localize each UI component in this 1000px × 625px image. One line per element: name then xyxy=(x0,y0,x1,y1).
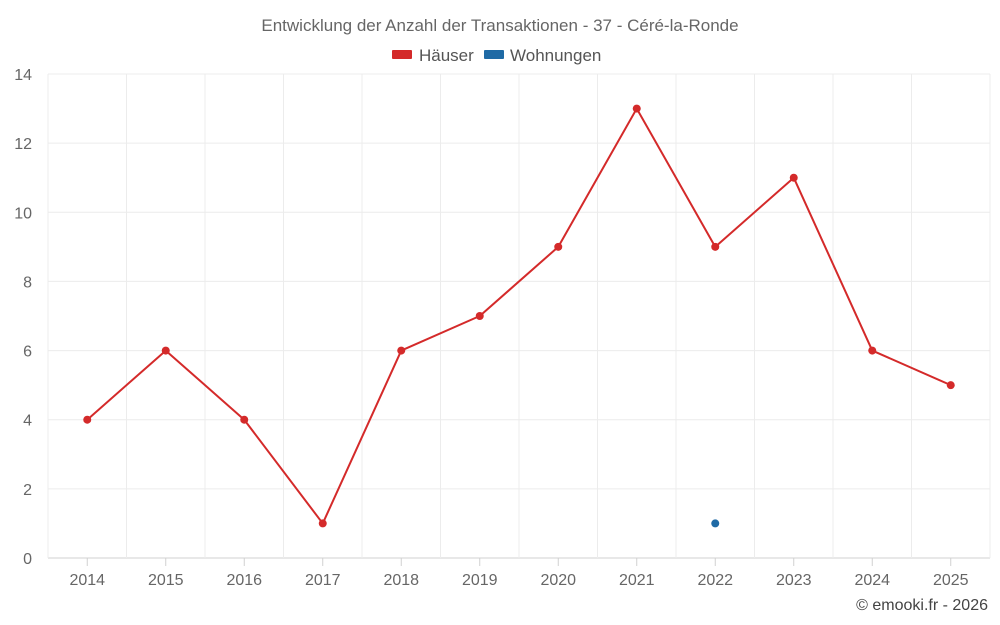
y-tick-label: 14 xyxy=(14,67,32,84)
legend-item-haeuser[interactable]: Häuser xyxy=(392,46,474,65)
x-axis: 2014 2015 2016 2017 2018 2019 2020 2021 2022 2023… xyxy=(69,558,969,589)
series-line xyxy=(86,107,952,525)
x-tick-label: 2018 xyxy=(383,572,419,589)
legend-swatch-wohnungen xyxy=(484,50,504,59)
y-axis: 0 2 4 6 8 10 12 14 xyxy=(14,67,32,568)
legend: Häuser Wohnungen xyxy=(392,46,601,65)
data-point[interactable] xyxy=(554,242,563,251)
series-wohnungen xyxy=(711,519,720,528)
data-point[interactable] xyxy=(161,346,170,355)
x-tick-label: 2023 xyxy=(776,572,812,589)
data-point[interactable] xyxy=(397,346,406,355)
y-tick-label: 8 xyxy=(23,274,32,291)
grid xyxy=(47,73,991,559)
data-point[interactable] xyxy=(789,173,798,182)
data-point[interactable] xyxy=(711,519,720,528)
x-tick-label: 2016 xyxy=(226,572,262,589)
data-point[interactable] xyxy=(240,415,249,424)
y-tick-label: 6 xyxy=(23,344,32,361)
x-tick-label: 2021 xyxy=(619,572,655,589)
data-point[interactable] xyxy=(632,104,641,113)
series-haeuser xyxy=(83,104,955,528)
legend-label-wohnungen: Wohnungen xyxy=(510,46,601,65)
x-tick-label: 2025 xyxy=(933,572,969,589)
legend-item-wohnungen[interactable]: Wohnungen xyxy=(484,46,601,65)
x-tick-label: 2017 xyxy=(305,572,341,589)
data-point[interactable] xyxy=(711,242,720,251)
y-tick-label: 12 xyxy=(14,136,32,153)
y-tick-label: 0 xyxy=(23,551,32,568)
data-point[interactable] xyxy=(946,381,955,390)
x-tick-label: 2020 xyxy=(540,572,576,589)
x-tick-label: 2022 xyxy=(697,572,733,589)
legend-swatch-haeuser xyxy=(392,50,412,59)
data-point[interactable] xyxy=(475,312,484,320)
data-point[interactable] xyxy=(318,519,327,528)
legend-label-haeuser: Häuser xyxy=(419,46,474,65)
y-tick-label: 4 xyxy=(23,413,32,430)
y-tick-label: 2 xyxy=(23,482,32,499)
data-point[interactable] xyxy=(83,415,92,424)
x-tick-label: 2015 xyxy=(148,572,184,589)
x-tick-label: 2019 xyxy=(462,572,498,589)
chart-title: Entwicklung der Anzahl der Transaktionen… xyxy=(261,16,738,35)
y-tick-label: 10 xyxy=(14,205,32,222)
x-tick-label: 2024 xyxy=(854,572,890,589)
data-point[interactable] xyxy=(868,346,877,355)
series-layer xyxy=(83,104,955,528)
credit-text: © emooki.fr - 2026 xyxy=(856,597,988,614)
x-tick-label: 2014 xyxy=(69,572,105,589)
